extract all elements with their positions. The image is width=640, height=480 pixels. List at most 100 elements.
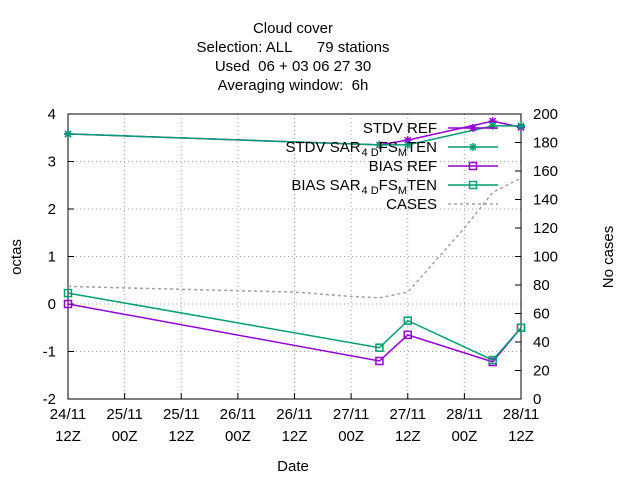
y-tick-label: 0 (48, 296, 56, 313)
marker-stroke (404, 141, 412, 149)
legend-label-part: BIAS REF (369, 158, 437, 175)
x-tick-label-date: 27/11 (390, 406, 426, 423)
marker-stroke (64, 130, 72, 138)
y2-tick-label: 140 (533, 192, 558, 209)
data-point (63, 299, 73, 309)
x-tick-label-hour: 12Z (282, 428, 308, 445)
x-tick-label-date: 24/11 (50, 406, 86, 423)
y-tick-label: 1 (48, 249, 56, 266)
x-tick-label-hour: 12Z (395, 428, 421, 445)
grid-lines (68, 114, 521, 399)
x-axis-label: Date (277, 458, 309, 475)
marker-stroke (469, 124, 477, 132)
legend-item: STDV REF (363, 120, 498, 137)
title-line-1: Cloud cover (253, 20, 333, 37)
legend-sample-marker (469, 124, 477, 132)
x-tick-label-hour: 00Z (451, 428, 477, 445)
y-tick-label: 2 (48, 201, 56, 218)
data-point (516, 323, 526, 332)
x-tick-label-hour: 00Z (225, 428, 251, 445)
x-tick-label-date: 28/11 (446, 406, 482, 423)
series-cases (67, 177, 522, 299)
data-point (403, 140, 412, 149)
legend-label-part: BIAS SAR (291, 177, 360, 194)
title-line-2: Selection: ALL 79 stations (197, 39, 390, 56)
series-line (67, 303, 522, 363)
legend-label: STDV REF (363, 120, 437, 137)
y2-tick-label: 0 (533, 391, 541, 408)
legend-sample-marker (468, 180, 478, 190)
data-point (403, 316, 412, 325)
x-tick-label-hour: 12Z (508, 428, 534, 445)
legend-label-part: CASES (386, 196, 437, 213)
data-point (375, 140, 384, 149)
x-tick-label-hour: 00Z (112, 428, 138, 445)
tick-labels: -2-10123402040608010012014016018020024/1… (43, 106, 558, 445)
title-line-3: Used 06 + 03 06 27 30 (215, 58, 371, 75)
y-tick-label: 4 (48, 106, 56, 123)
data-point (403, 330, 412, 340)
legend-label: BIAS SAR4 DFSMTEN (291, 177, 437, 197)
legend-item: STDV SAR4 DFSMTEN (286, 139, 498, 159)
plot-frame (67, 113, 522, 400)
data-point (64, 129, 72, 138)
x-tick-label-hour: 00Z (338, 428, 364, 445)
y2-tick-label: 200 (533, 106, 558, 123)
legend-label-part: FS (379, 139, 398, 156)
legend-label-part: M (398, 147, 407, 159)
y2-tick-label: 120 (533, 220, 558, 237)
data-point (375, 343, 384, 352)
marker-stroke (469, 143, 477, 151)
marker-stroke (375, 141, 383, 149)
legend-item: CASES (386, 196, 498, 213)
x-tick-label-date: 25/11 (106, 406, 142, 423)
legend-label-part: TEN (407, 139, 437, 156)
y2-tick-label: 180 (533, 135, 558, 152)
axes (67, 113, 522, 400)
legend-label-part: FS (379, 177, 398, 194)
series-line (67, 177, 522, 299)
x-tick-label-date: 25/11 (163, 406, 199, 423)
legend-item: BIAS SAR4 DFSMTEN (291, 177, 498, 197)
series-stdv-sar-4-d-fs-m-ten (64, 121, 525, 149)
x-tick-label-date: 26/11 (276, 406, 312, 423)
legend-label: BIAS REF (369, 158, 437, 175)
series-line (67, 292, 522, 362)
title-line-4: Averaging window: 6h (218, 77, 369, 94)
y2-tick-label: 100 (533, 249, 558, 266)
legend-label-part: M (398, 185, 407, 197)
x-tick-label-hour: 12Z (55, 428, 81, 445)
data-point (375, 356, 384, 366)
x-tick-label-date: 27/11 (333, 406, 369, 423)
data-point (63, 288, 73, 298)
marker-stroke (517, 122, 525, 130)
legend-label-part: STDV REF (363, 120, 437, 137)
x-tick-label-hour: 12Z (168, 428, 194, 445)
legend-label-part: STDV SAR (286, 139, 361, 156)
y2-axis-label: No cases (600, 226, 617, 289)
legend-label-part: 4 D (362, 185, 379, 197)
legend-label: STDV SAR4 DFSMTEN (286, 139, 437, 159)
legend-item: BIAS REF (369, 158, 498, 175)
legend-sample-marker (468, 161, 478, 171)
legend-sample-marker (469, 143, 477, 151)
legend-label-part: TEN (407, 177, 437, 194)
y2-tick-label: 20 (533, 363, 550, 380)
legend-label-part: 4 D (362, 147, 379, 159)
y2-tick-label: 60 (533, 306, 550, 323)
data-point (517, 121, 525, 130)
y-axis-label: octas (8, 239, 25, 275)
legend-label: CASES (386, 196, 437, 213)
data-point (488, 355, 497, 365)
y2-tick-label: 80 (533, 277, 550, 294)
y-tick-label: 3 (48, 154, 56, 171)
y2-tick-label: 160 (533, 163, 558, 180)
x-tick-label-date: 26/11 (220, 406, 256, 423)
y-tick-label: -1 (43, 344, 56, 361)
y-tick-label: -2 (43, 391, 56, 408)
series-lines (63, 117, 526, 367)
series-bias-sar-4-d-fs-m-ten (63, 288, 526, 365)
y2-tick-label: 40 (533, 334, 550, 351)
